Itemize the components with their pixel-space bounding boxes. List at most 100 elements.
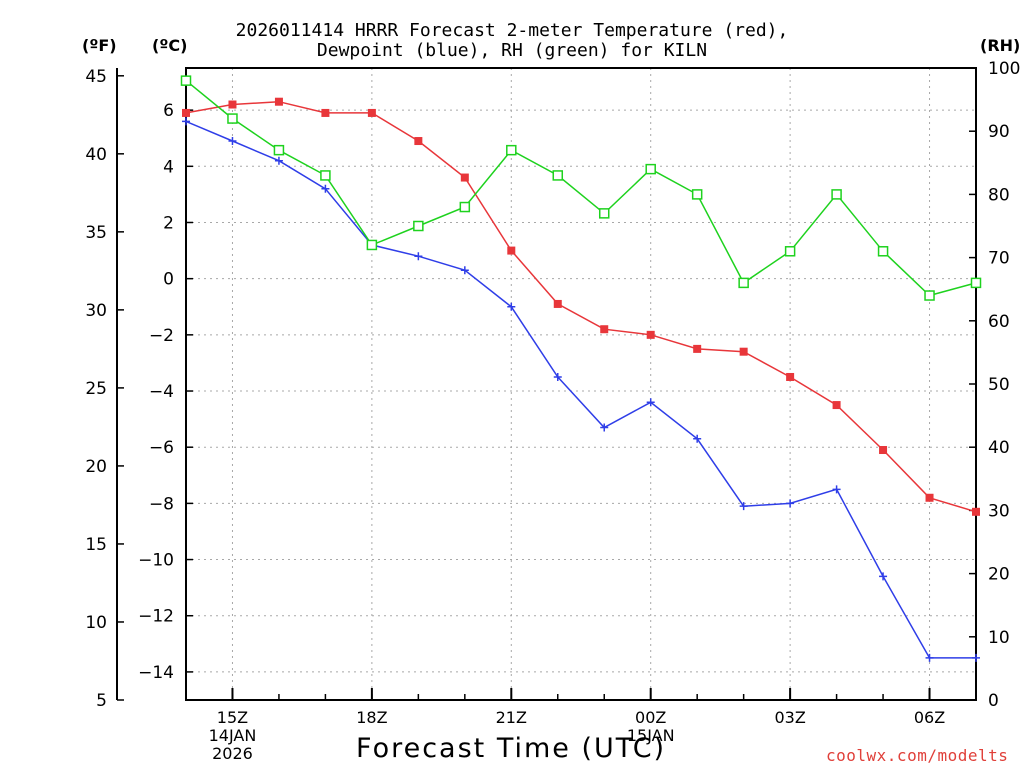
rh-point: [506, 144, 517, 156]
fahrenheit-axis-label: (ºF): [82, 36, 117, 55]
x-axis-title: Forecast Time (UTC): [356, 733, 667, 764]
temperature-point: [367, 108, 376, 117]
temperature-point: [925, 493, 934, 502]
rh-tick-label: 90: [988, 122, 1010, 142]
dewpoint-point: [460, 266, 469, 275]
rh-point: [877, 246, 889, 257]
plot-frame: [185, 67, 977, 701]
dewpoint-point: [182, 117, 190, 126]
series-line-rh: [185, 80, 977, 297]
rh-tick-label: 40: [988, 438, 1010, 458]
fahrenheit-tick-label: 10: [85, 613, 107, 633]
temperature-point: [414, 137, 423, 146]
celsius-tick-label: −2: [149, 326, 174, 346]
temperature-point: [786, 372, 795, 381]
series-line-temperature: [185, 100, 977, 513]
celsius-tick-label: −8: [149, 494, 174, 514]
rh-point: [645, 163, 656, 175]
dewpoint-point: [879, 572, 888, 581]
fahrenheit-tick-label: 30: [85, 301, 107, 321]
x-tick-label: 21Z: [496, 708, 527, 727]
x-tick-label: 00Z: [635, 708, 666, 727]
chart-title-line-2: Dewpoint (blue), RH (green) for KILN: [316, 40, 708, 61]
rh-point: [273, 144, 285, 156]
grid-layer: [186, 68, 976, 700]
rh-tick-label: 60: [988, 312, 1010, 332]
x-tick-label: 15Z: [217, 708, 248, 727]
temperature-point: [600, 325, 609, 334]
celsius-tick-label: 6: [163, 101, 174, 121]
rh-point: [366, 239, 378, 251]
temperature-point: [182, 108, 190, 117]
rh-point: [598, 208, 610, 219]
dewpoint-point: [507, 302, 516, 311]
source-credit[interactable]: coolwx.com/modelts: [826, 746, 1009, 765]
series-line-dewpoint: [185, 120, 976, 659]
dewpoint-point: [414, 252, 423, 261]
rh-tick-label: 0: [988, 691, 999, 711]
rh-axis-label: (RH): [980, 36, 1021, 55]
temperature-point: [972, 507, 980, 516]
rh-tick-label: 30: [988, 501, 1010, 521]
rh-point: [320, 170, 331, 181]
series-layer: [180, 75, 982, 662]
dewpoint-point: [646, 398, 655, 407]
rh-point: [413, 220, 424, 232]
dewpoint-point: [321, 184, 330, 193]
temperature-point: [879, 446, 888, 455]
temperature-point: [832, 401, 841, 410]
rh-point: [227, 113, 238, 124]
x-tick-label: 18Z: [356, 708, 387, 727]
chart-title-line-1: 2026011414 HRRR Forecast 2-meter Tempera…: [235, 20, 789, 41]
x-tick-label: 03Z: [774, 708, 805, 727]
fahrenheit-tick-label: 40: [85, 145, 107, 165]
dewpoint-point: [925, 653, 934, 662]
rh-point: [970, 277, 982, 289]
temperature-point: [739, 347, 748, 356]
fahrenheit-tick-label: 25: [85, 379, 107, 399]
rh-point: [180, 75, 192, 86]
rh-point: [924, 290, 935, 301]
temperature-point: [553, 299, 562, 308]
celsius-tick-label: 0: [163, 270, 174, 290]
rh-tick-label: 100: [988, 59, 1020, 79]
celsius-tick-label: 2: [163, 213, 174, 233]
dewpoint-point: [274, 156, 283, 165]
rh-tick-label: 70: [988, 249, 1010, 269]
celsius-tick-label: −10: [138, 551, 174, 571]
rh-tick-label: 80: [988, 185, 1010, 205]
temperature-point: [693, 344, 702, 353]
celsius-tick-label: −12: [138, 607, 174, 627]
rh-point: [831, 189, 842, 200]
fahrenheit-tick-label: 35: [85, 223, 107, 243]
dewpoint-point: [832, 485, 841, 494]
rh-point: [459, 201, 471, 213]
x-tick-label: 14JAN: [209, 726, 257, 745]
rh-tick-label: 50: [988, 375, 1010, 395]
rh-point: [738, 277, 749, 289]
rh-tick-label: 10: [988, 628, 1010, 648]
rh-point: [784, 246, 796, 257]
temperature-point: [228, 100, 237, 109]
dewpoint-point: [228, 137, 237, 146]
rh-point: [691, 189, 703, 200]
temperature-point: [646, 330, 655, 339]
celsius-tick-label: −6: [149, 438, 174, 458]
fahrenheit-tick-label: 15: [85, 535, 107, 555]
dewpoint-point: [693, 434, 702, 443]
rh-point: [552, 170, 564, 181]
temperature-point: [274, 97, 283, 106]
dewpoint-point: [739, 502, 748, 511]
dewpoint-point: [553, 372, 562, 381]
temperature-point: [321, 108, 330, 117]
axes-layer: 454035302520151056420−2−4−6−8−10−12−1410…: [85, 59, 1020, 763]
fahrenheit-tick-label: 5: [96, 691, 107, 711]
x-tick-label: 06Z: [914, 708, 945, 727]
fahrenheit-tick-label: 45: [85, 67, 107, 87]
temperature-point: [460, 173, 469, 182]
dewpoint-point: [786, 499, 795, 508]
x-tick-label: 2026: [212, 744, 253, 763]
celsius-axis-label: (ºC): [152, 36, 188, 55]
x-tick-label: 15JAN: [627, 726, 675, 745]
